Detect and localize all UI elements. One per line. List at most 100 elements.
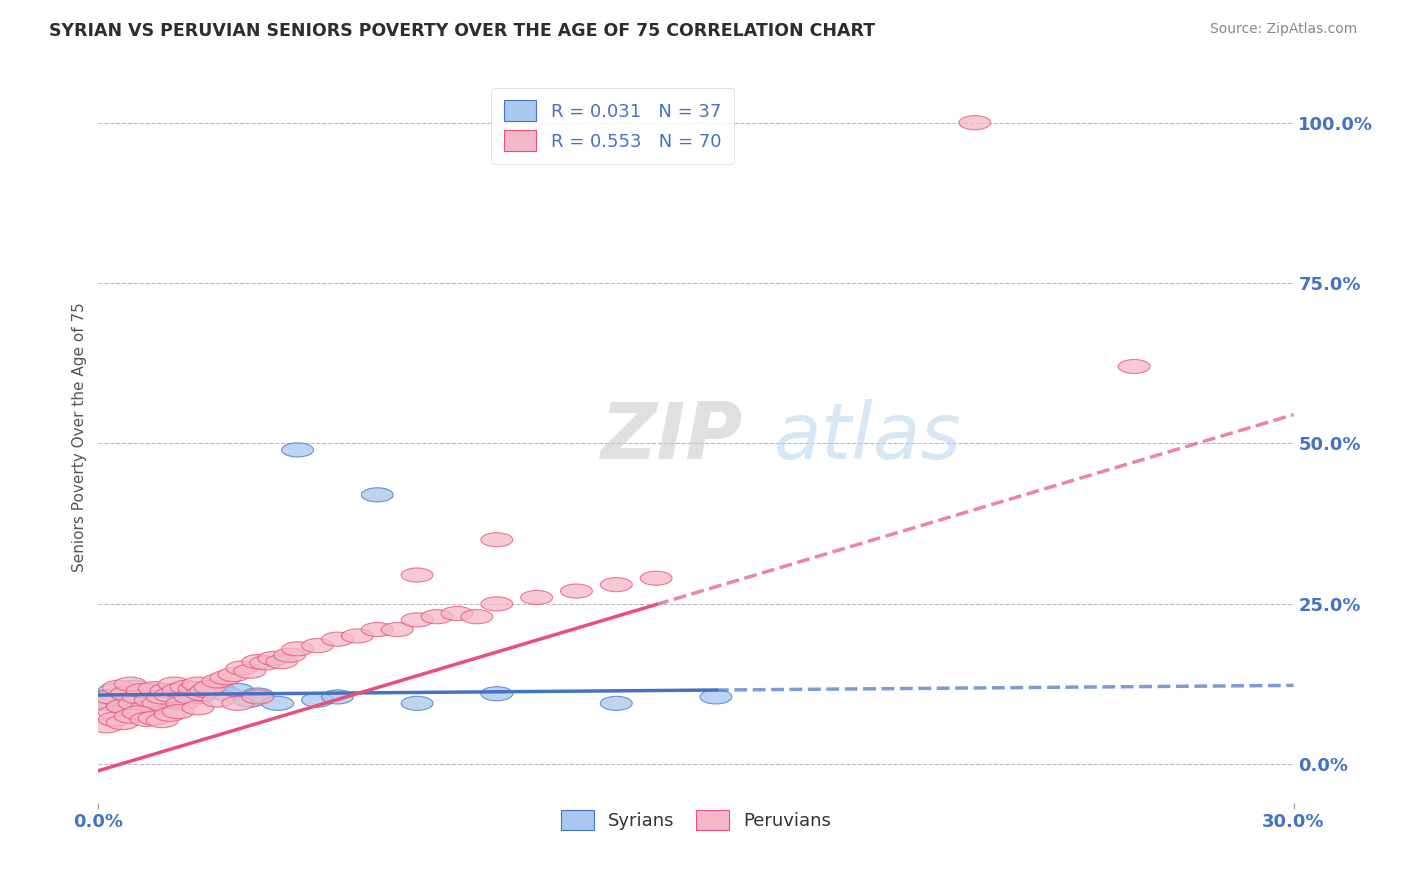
Ellipse shape	[114, 709, 146, 723]
Ellipse shape	[600, 578, 633, 591]
Ellipse shape	[90, 719, 122, 733]
Ellipse shape	[103, 693, 135, 707]
Ellipse shape	[322, 632, 353, 646]
Ellipse shape	[150, 683, 183, 698]
Ellipse shape	[131, 690, 162, 704]
Y-axis label: Seniors Poverty Over the Age of 75: Seniors Poverty Over the Age of 75	[72, 302, 87, 572]
Ellipse shape	[111, 703, 142, 717]
Ellipse shape	[183, 690, 214, 704]
Ellipse shape	[146, 690, 179, 704]
Ellipse shape	[281, 641, 314, 656]
Ellipse shape	[162, 683, 194, 698]
Ellipse shape	[401, 697, 433, 710]
Ellipse shape	[202, 681, 233, 694]
Ellipse shape	[179, 681, 209, 696]
Ellipse shape	[138, 711, 170, 725]
Ellipse shape	[155, 688, 186, 702]
Ellipse shape	[162, 683, 194, 698]
Ellipse shape	[222, 697, 254, 710]
Ellipse shape	[142, 688, 174, 702]
Ellipse shape	[481, 597, 513, 611]
Ellipse shape	[122, 690, 155, 704]
Ellipse shape	[209, 671, 242, 685]
Ellipse shape	[422, 609, 453, 624]
Ellipse shape	[138, 693, 170, 707]
Ellipse shape	[274, 648, 305, 662]
Text: ZIP: ZIP	[600, 399, 742, 475]
Ellipse shape	[242, 688, 274, 702]
Ellipse shape	[107, 699, 138, 714]
Ellipse shape	[183, 677, 214, 691]
Ellipse shape	[600, 697, 633, 710]
Ellipse shape	[361, 623, 394, 637]
Text: SYRIAN VS PERUVIAN SENIORS POVERTY OVER THE AGE OF 75 CORRELATION CHART: SYRIAN VS PERUVIAN SENIORS POVERTY OVER …	[49, 22, 876, 40]
Ellipse shape	[174, 690, 207, 704]
Ellipse shape	[135, 683, 166, 698]
Ellipse shape	[166, 697, 198, 710]
Ellipse shape	[155, 707, 186, 722]
Ellipse shape	[401, 568, 433, 582]
Ellipse shape	[98, 706, 131, 720]
Ellipse shape	[322, 690, 353, 704]
Ellipse shape	[257, 651, 290, 665]
Ellipse shape	[481, 687, 513, 701]
Ellipse shape	[640, 571, 672, 585]
Ellipse shape	[222, 683, 254, 698]
Ellipse shape	[170, 688, 202, 702]
Ellipse shape	[150, 690, 183, 704]
Ellipse shape	[1118, 359, 1150, 374]
Ellipse shape	[226, 661, 257, 675]
Ellipse shape	[233, 665, 266, 678]
Ellipse shape	[94, 690, 127, 704]
Ellipse shape	[959, 116, 991, 129]
Ellipse shape	[218, 667, 250, 681]
Ellipse shape	[190, 683, 222, 698]
Ellipse shape	[118, 697, 150, 710]
Ellipse shape	[461, 609, 494, 624]
Ellipse shape	[90, 690, 122, 704]
Ellipse shape	[441, 607, 472, 621]
Ellipse shape	[114, 677, 146, 691]
Ellipse shape	[107, 699, 138, 714]
Ellipse shape	[302, 639, 333, 653]
Ellipse shape	[179, 681, 209, 696]
Ellipse shape	[162, 705, 194, 719]
Ellipse shape	[122, 706, 155, 720]
Ellipse shape	[98, 713, 131, 726]
Ellipse shape	[170, 681, 202, 694]
Ellipse shape	[202, 673, 233, 688]
Ellipse shape	[194, 681, 226, 694]
Ellipse shape	[111, 687, 142, 701]
Ellipse shape	[233, 693, 266, 707]
Ellipse shape	[520, 591, 553, 605]
Ellipse shape	[209, 687, 242, 701]
Ellipse shape	[98, 683, 131, 698]
Ellipse shape	[262, 697, 294, 710]
Ellipse shape	[183, 701, 214, 714]
Ellipse shape	[561, 584, 592, 599]
Ellipse shape	[342, 629, 374, 643]
Text: atlas: atlas	[773, 399, 962, 475]
Ellipse shape	[159, 693, 190, 707]
Ellipse shape	[159, 677, 190, 691]
Ellipse shape	[242, 690, 274, 704]
Ellipse shape	[481, 533, 513, 547]
Ellipse shape	[146, 714, 179, 728]
Ellipse shape	[361, 488, 394, 502]
Ellipse shape	[138, 681, 170, 696]
Ellipse shape	[250, 656, 281, 670]
Ellipse shape	[266, 655, 298, 669]
Ellipse shape	[131, 713, 162, 726]
Ellipse shape	[186, 687, 218, 701]
Ellipse shape	[118, 681, 150, 694]
Ellipse shape	[107, 715, 138, 730]
Ellipse shape	[135, 693, 166, 707]
Ellipse shape	[122, 687, 155, 701]
Ellipse shape	[146, 697, 179, 710]
Ellipse shape	[155, 687, 186, 701]
Ellipse shape	[127, 697, 159, 710]
Ellipse shape	[401, 613, 433, 627]
Ellipse shape	[302, 693, 333, 707]
Ellipse shape	[114, 690, 146, 704]
Ellipse shape	[142, 697, 174, 710]
